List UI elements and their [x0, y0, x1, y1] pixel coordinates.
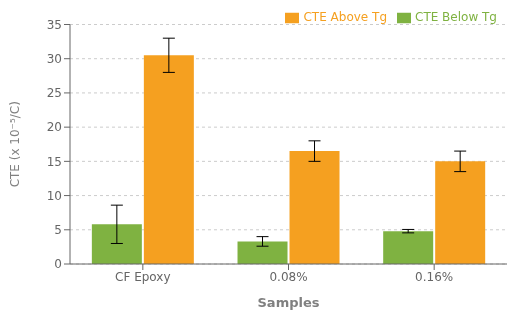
svg-text:CTE (x 10⁻⁵/C): CTE (x 10⁻⁵/C)	[8, 101, 22, 187]
svg-text:Samples: Samples	[258, 295, 320, 310]
svg-text:5: 5	[54, 223, 62, 237]
html-text:CTE Above Tg: CTE Above Tg	[303, 10, 387, 24]
svg-text:10: 10	[47, 189, 62, 203]
svg-text:0.16%: 0.16%	[415, 270, 453, 284]
svg-text:15: 15	[47, 155, 62, 169]
svg-text:0: 0	[54, 257, 62, 271]
svg-text:30: 30	[47, 52, 62, 66]
html-text:CTE Below Tg: CTE Below Tg	[415, 10, 497, 24]
svg-text:35: 35	[47, 18, 62, 32]
svg-text:0.08%: 0.08%	[269, 270, 307, 284]
svg-text:CF Epoxy: CF Epoxy	[115, 270, 170, 284]
svg-text:25: 25	[47, 86, 62, 100]
svg-text:20: 20	[47, 120, 62, 134]
